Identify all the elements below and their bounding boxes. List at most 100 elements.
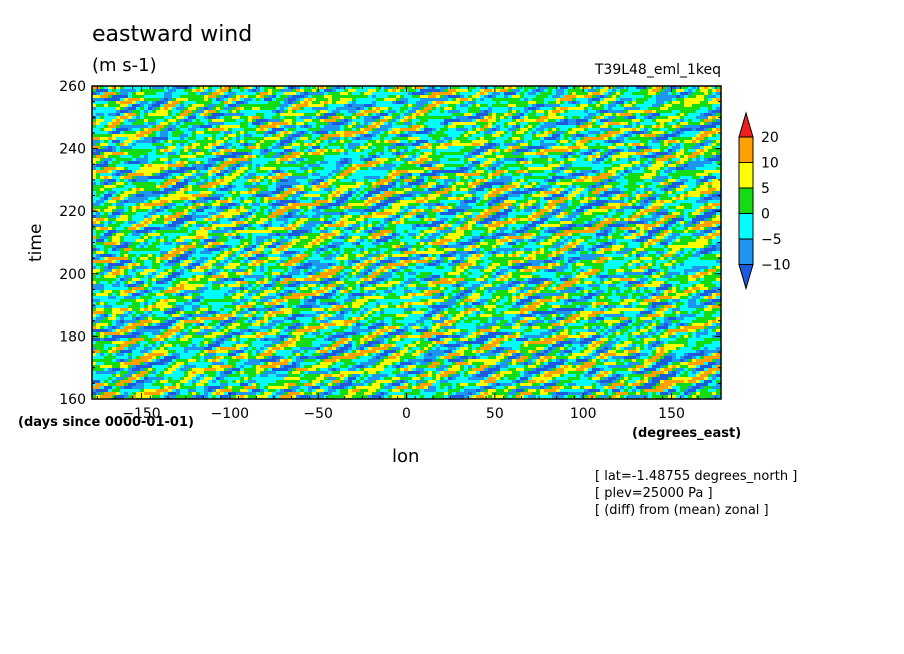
contour-cell: [472, 155, 477, 159]
contour-cell: [176, 155, 181, 159]
contour-cell: [480, 86, 485, 90]
contour-cell: [168, 173, 173, 177]
contour-cell: [340, 146, 345, 150]
contour-cell: [360, 113, 365, 117]
contour-cell: [248, 125, 253, 129]
contour-cell: [248, 122, 253, 126]
contour-cell: [184, 167, 189, 171]
contour-cell: [652, 140, 657, 144]
contour-cell: [280, 128, 285, 132]
contour-cell: [364, 131, 369, 135]
contour-cell: [292, 149, 297, 153]
contour-cell: [228, 95, 233, 99]
contour-cell: [636, 86, 641, 90]
contour-cell: [680, 173, 685, 177]
contour-cell: [300, 170, 305, 174]
contour-cell: [600, 98, 605, 102]
contour-cell: [464, 134, 469, 138]
contour-cell: [256, 146, 261, 150]
contour-cell: [652, 137, 657, 141]
contour-cell: [180, 98, 185, 102]
contour-cell: [348, 110, 353, 114]
contour-cell: [552, 137, 557, 141]
contour-cell: [572, 176, 577, 180]
contour-cell: [392, 170, 397, 174]
contour-cell: [540, 116, 545, 120]
contour-cell: [656, 113, 661, 117]
contour-cell: [136, 170, 141, 174]
contour-cell: [156, 119, 161, 123]
contour-cell: [256, 122, 261, 126]
contour-cell: [228, 158, 233, 162]
contour-cell: [396, 107, 401, 111]
contour-cell: [416, 134, 421, 138]
contour-cell: [640, 170, 645, 174]
contour-cell: [136, 125, 141, 129]
contour-cell: [704, 170, 709, 174]
contour-cell: [296, 116, 301, 120]
contour-cell: [528, 146, 533, 150]
contour-cell: [280, 89, 285, 93]
contour-cell: [388, 158, 393, 162]
contour-cell: [704, 101, 709, 105]
contour-cell: [464, 101, 469, 105]
contour-cell: [536, 107, 541, 111]
contour-cell: [144, 152, 149, 156]
contour-cell: [584, 155, 589, 159]
contour-cell: [424, 98, 429, 102]
contour-cell: [124, 170, 129, 174]
contour-cell: [232, 125, 237, 129]
contour-cell: [656, 170, 661, 174]
contour-cell: [468, 113, 473, 117]
contour-cell: [568, 110, 573, 114]
contour-cell: [296, 134, 301, 138]
contour-cell: [304, 131, 309, 135]
contour-cell: [160, 122, 165, 126]
contour-cell: [556, 176, 561, 180]
contour-cell: [232, 86, 237, 90]
contour-cell: [464, 107, 469, 111]
contour-cell: [376, 119, 381, 123]
contour-cell: [240, 89, 245, 93]
contour-cell: [484, 119, 489, 123]
contour-cell: [320, 92, 325, 96]
contour-cell: [484, 128, 489, 132]
contour-cell: [684, 119, 689, 123]
contour-cell: [544, 161, 549, 165]
contour-cell: [716, 149, 721, 153]
contour-cell: [260, 95, 265, 99]
contour-cell: [632, 119, 637, 123]
contour-cell: [664, 170, 669, 174]
contour-cell: [104, 131, 109, 135]
contour-cell: [540, 170, 545, 174]
contour-cell: [604, 86, 609, 90]
contour-cell: [536, 119, 541, 123]
contour-cell: [460, 86, 465, 90]
contour-cell: [132, 164, 137, 168]
contour-cell: [356, 167, 361, 171]
contour-cell: [304, 89, 309, 93]
contour-cell: [168, 158, 173, 162]
contour-cell: [420, 158, 425, 162]
contour-cell: [216, 104, 221, 108]
contour-cell: [132, 110, 137, 114]
contour-cell: [356, 170, 361, 174]
contour-cell: [428, 152, 433, 156]
contour-cell: [200, 179, 205, 183]
contour-cell: [372, 113, 377, 117]
contour-cell: [380, 137, 385, 141]
contour-cell: [252, 176, 257, 180]
contour-cell: [232, 134, 237, 138]
contour-cell: [436, 89, 441, 93]
contour-cell: [164, 125, 169, 129]
contour-cell: [396, 167, 401, 171]
contour-cell: [132, 98, 137, 102]
contour-cell: [324, 146, 329, 150]
contour-cell: [708, 158, 713, 162]
contour-cell: [120, 173, 125, 177]
contour-cell: [164, 170, 169, 174]
contour-cell: [508, 140, 513, 144]
contour-cell: [520, 101, 525, 105]
contour-cell: [452, 131, 457, 135]
contour-cell: [508, 110, 513, 114]
